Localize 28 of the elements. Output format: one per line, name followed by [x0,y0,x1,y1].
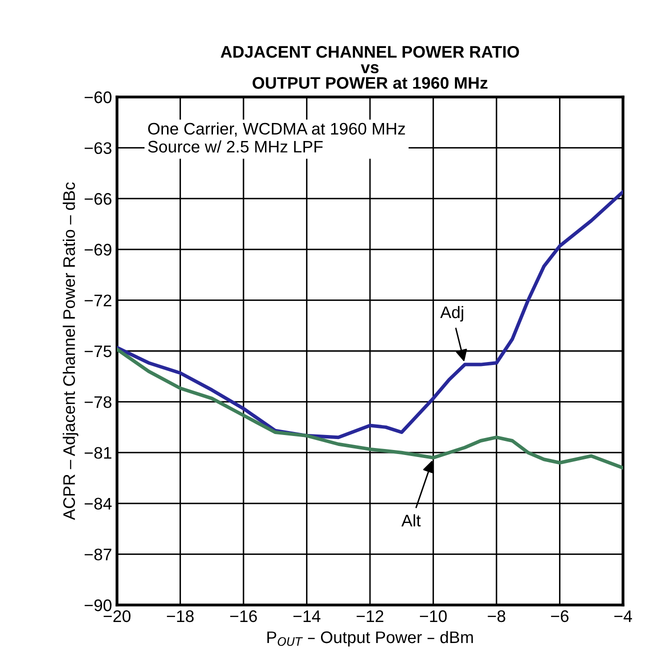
x-tick-label: −14 [293,610,320,622]
x-tick-label: −6 [551,610,569,622]
y-tick-label: −60 [84,91,112,104]
line-series [117,348,623,470]
text: Alt [401,514,421,526]
y-tick-label: −81 [84,447,112,459]
y-tick-label: −72 [84,294,112,306]
y-tick-label: −84 [84,498,112,510]
y-tick-label: −87 [84,548,112,560]
text: Adj [440,306,464,322]
x-tick-label: −12 [356,610,384,622]
chart-title: ADJACENT CHANNEL POWER RATIO vs OUTPUT POWER at 1960 MHz [220,46,519,89]
x-axis-title: P$_{OUT}$ – Output Power – dBm [267,630,473,646]
y-tick-label: −66 [84,193,112,205]
y-tick-label: −69 [84,244,112,256]
y-tick-label: −90 [84,599,112,612]
y-axis-title: ACPR – Adjacent Channel Power Ratio – dBc [62,182,78,520]
x-tick-label: −18 [166,610,194,622]
x-tick-label: −10 [420,610,447,622]
x-tick-label: −4 [614,610,632,622]
x-tick-label: −16 [230,610,257,622]
annotation: One Carrier, WCDMA at 1960 MHz Source w/ 2.5 MHz LPF [148,122,405,153]
line-series [117,190,623,440]
y-tick-label: −78 [84,396,112,408]
y-tick-label: −63 [84,142,112,154]
x-tick-label: −20 [104,610,130,622]
x-tick-label: −8 [488,610,506,622]
y-tick-label: −75 [84,346,112,358]
